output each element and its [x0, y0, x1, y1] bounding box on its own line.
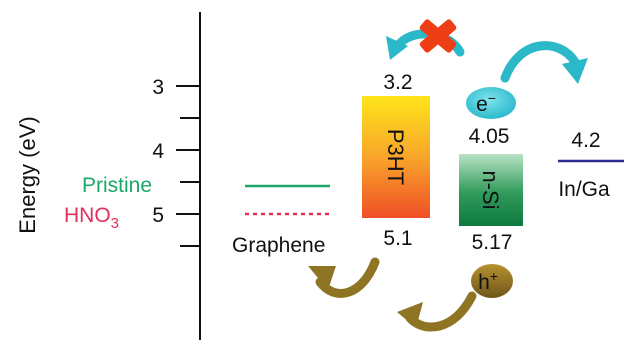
- legend-hno3-label: HNO3: [64, 204, 119, 232]
- axis-tick-label: 3: [152, 76, 164, 99]
- graphene-levels: Graphene: [232, 184, 330, 257]
- electron-to-ingaa-arrowhead-icon: [562, 58, 588, 84]
- electron-bubble: [466, 87, 516, 119]
- blocked-transfer-arrowhead-icon: [386, 36, 408, 60]
- electron-carrier: e−: [466, 87, 516, 119]
- legend-hno3-main: HNO: [64, 204, 111, 227]
- nsi-bar: [459, 154, 523, 226]
- electron-label: e−: [476, 90, 496, 116]
- legend: Pristine HNO3: [64, 174, 152, 232]
- ingaa-label: In/Ga: [558, 178, 610, 201]
- cross-icon: [419, 19, 457, 53]
- ingaa-value: 4.2: [571, 129, 600, 152]
- nsi-vb-value: 5.17: [472, 231, 513, 254]
- hole-from-nsi-arrowhead-icon: [397, 302, 423, 328]
- electron-main: e: [476, 93, 488, 116]
- graphene-label: Graphene: [232, 234, 325, 257]
- hole-sup: +: [490, 268, 498, 284]
- axis-tick-label: 5: [152, 204, 164, 227]
- hole-transfer-arrows: [308, 257, 477, 332]
- p3ht-label: P3HT: [383, 129, 408, 185]
- electron-sup: −: [488, 90, 496, 106]
- nsi-cb-value: 4.05: [469, 125, 510, 148]
- ingaa-contact: 4.2 In/Ga: [558, 129, 624, 201]
- axis-label: Energy (eV): [15, 116, 40, 233]
- hole-carrier: h+: [471, 264, 513, 298]
- nsi-label: n-Si: [478, 170, 503, 209]
- legend-hno3-subscript: 3: [111, 215, 119, 232]
- hole-to-graphene-arrow-icon: [315, 257, 380, 298]
- hole-label: h+: [478, 268, 498, 294]
- p3ht-homo-value: 5.1: [383, 227, 412, 250]
- axis-tick-label: 4: [152, 140, 164, 163]
- nsi-band: n-Si 4.05 5.17: [459, 125, 523, 254]
- hole-bubble: [471, 264, 513, 298]
- p3ht-bar: [362, 96, 430, 218]
- hole-to-graphene-arrowhead-icon: [308, 266, 336, 290]
- p3ht-lumo-value: 3.2: [383, 71, 412, 94]
- energy-axis: 3 4 5 Energy (eV): [15, 12, 201, 340]
- electron-to-ingaa-arrow-icon: [500, 41, 580, 83]
- hole-main: h: [478, 271, 490, 294]
- electron-transfer-arrows: [386, 29, 588, 84]
- legend-pristine-label: Pristine: [82, 174, 152, 197]
- p3ht-band: P3HT 3.2 5.1: [362, 71, 430, 250]
